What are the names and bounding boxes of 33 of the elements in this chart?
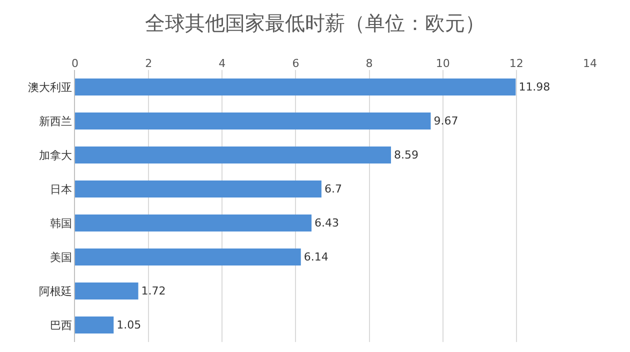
- x-tick-label: 4: [218, 56, 226, 70]
- x-tick-label: 12: [509, 56, 524, 70]
- x-tick-label: 10: [436, 56, 450, 70]
- y-tick-label: 新西兰: [38, 114, 72, 128]
- chart-title: 全球其他国家最低时薪（单位：欧元）: [145, 10, 485, 35]
- bar: [75, 180, 322, 198]
- x-tick-label: 8: [366, 56, 373, 70]
- data-label: 6.7: [324, 182, 342, 196]
- bar: [75, 248, 301, 266]
- x-tick-label: 6: [292, 56, 300, 70]
- bar: [75, 316, 114, 334]
- y-tick-label: 韩国: [50, 216, 72, 230]
- x-tick-label: 2: [145, 56, 152, 70]
- data-label: 6.14: [304, 250, 328, 264]
- data-label: 11.98: [518, 80, 550, 94]
- bar: [75, 78, 516, 96]
- bar: [75, 146, 391, 164]
- data-label: 1.05: [116, 318, 142, 332]
- y-tick-label: 日本: [50, 182, 72, 196]
- x-tick-label: 0: [72, 56, 78, 70]
- y-tick-label: 加拿大: [38, 148, 72, 162]
- data-label: 6.43: [314, 216, 340, 230]
- y-tick-label: 阿根廷: [38, 284, 72, 298]
- bar: [75, 282, 138, 300]
- x-tick-label: 14: [583, 56, 597, 70]
- bar: [75, 214, 312, 232]
- y-tick-label: 美国: [50, 250, 72, 264]
- y-tick-label: 澳大利亚: [28, 80, 72, 94]
- y-tick-label: 巴西: [50, 318, 72, 332]
- bar: [75, 112, 431, 130]
- data-label: 9.67: [434, 114, 458, 128]
- data-label: 1.72: [141, 284, 166, 298]
- data-label: 8.59: [394, 148, 418, 162]
